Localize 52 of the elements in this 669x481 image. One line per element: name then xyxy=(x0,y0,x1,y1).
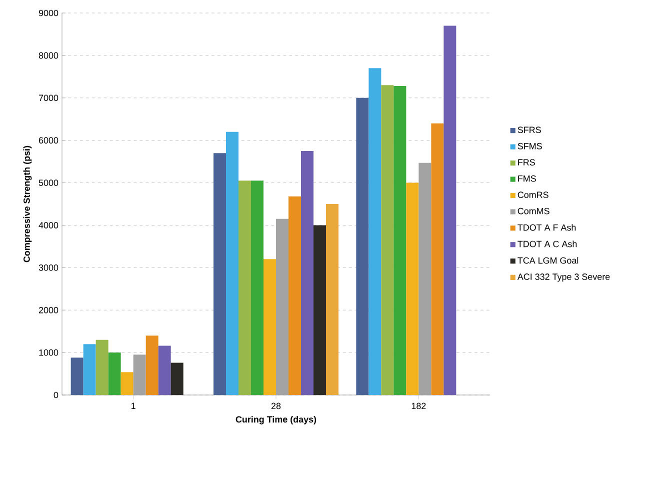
bar xyxy=(381,85,394,395)
bar xyxy=(406,182,419,395)
bar xyxy=(70,358,84,395)
legend-label: TDOT A F Ash xyxy=(518,224,576,231)
legend-label: FRS xyxy=(518,159,535,166)
bar xyxy=(444,26,456,395)
bar xyxy=(170,362,184,395)
y-tick-label: 3000 xyxy=(38,264,58,271)
legend-label: TDOT A C Ash xyxy=(518,240,577,248)
y-tick-label: 0 xyxy=(54,392,58,398)
x-tick-label: 28 xyxy=(271,402,281,410)
x-tick-label: 182 xyxy=(412,402,426,410)
legend-label: ComMS xyxy=(518,208,550,214)
y-tick-label: 5000 xyxy=(38,180,58,186)
legend-label: ComRS xyxy=(518,192,548,198)
bar xyxy=(251,180,264,395)
bar xyxy=(314,225,326,395)
y-tick-label: 6000 xyxy=(38,137,58,144)
y-tick-label: 7000 xyxy=(38,94,58,102)
bar xyxy=(264,259,276,395)
y-tick-label: 2000 xyxy=(38,306,58,314)
y-tick-label: 9000 xyxy=(38,10,58,16)
bar xyxy=(120,372,134,395)
bar xyxy=(356,98,369,395)
bar xyxy=(431,123,444,395)
y-tick-label: 8000 xyxy=(38,52,58,59)
y-tick-label: 1000 xyxy=(39,349,58,356)
bar xyxy=(276,218,288,395)
bar xyxy=(83,344,96,395)
bar xyxy=(96,340,108,395)
legend-label: ACI 332 Type 3 Severe xyxy=(517,274,610,282)
legend-label: SFRS xyxy=(518,126,541,134)
x-tick-label: 1 xyxy=(132,402,136,409)
y-tick-label: 4000 xyxy=(38,222,58,228)
legend-label: TCA LGM Goal xyxy=(518,257,578,264)
bar xyxy=(158,346,171,395)
bar xyxy=(326,204,339,395)
x-axis-title: Curing Time (days) xyxy=(236,416,316,424)
bar xyxy=(214,153,226,395)
bar xyxy=(108,352,121,395)
bar xyxy=(238,180,251,395)
legend-label: SFMS xyxy=(518,142,542,150)
bar xyxy=(394,86,406,395)
bar xyxy=(133,354,146,395)
bar xyxy=(418,162,432,395)
bar xyxy=(368,68,382,395)
bar xyxy=(301,150,314,395)
y-axis-title: Compressive Strength (psi) xyxy=(23,146,32,262)
bar xyxy=(226,132,238,395)
bar xyxy=(146,336,158,395)
legend-label: FMS xyxy=(518,175,536,182)
bar xyxy=(288,196,301,395)
